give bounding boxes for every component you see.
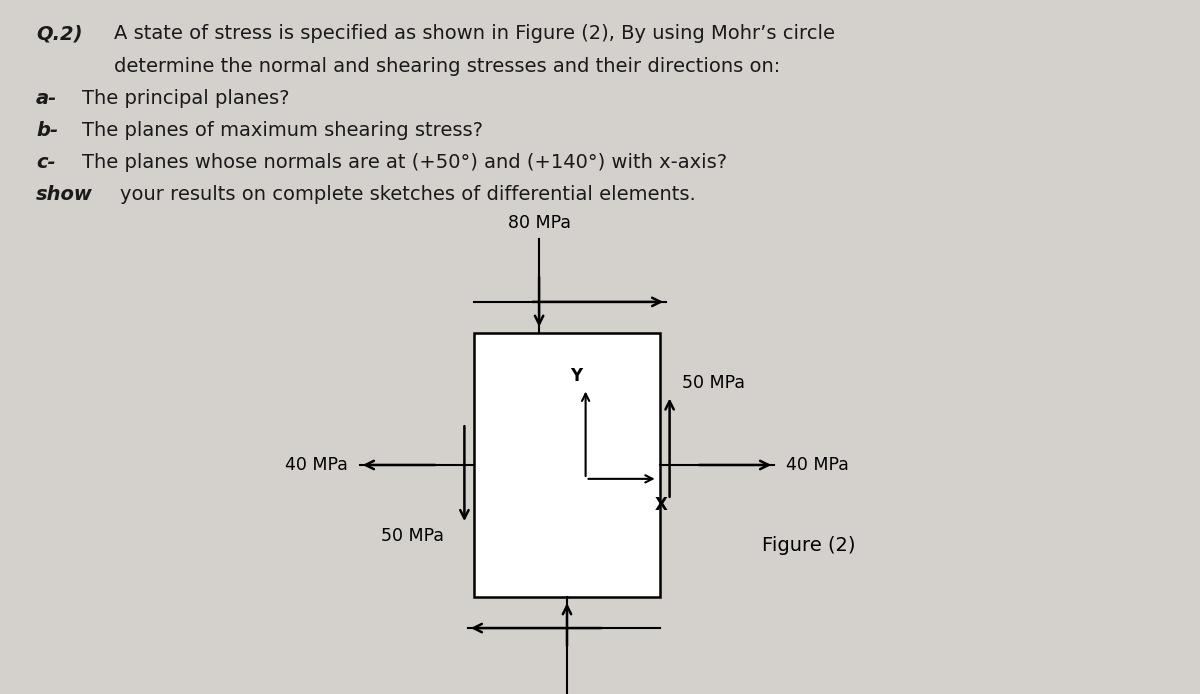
Text: Q.2): Q.2) (36, 24, 83, 43)
Text: The principal planes?: The principal planes? (82, 89, 289, 108)
Text: Figure (2): Figure (2) (762, 536, 856, 555)
Text: Y: Y (570, 367, 582, 385)
Text: c-: c- (36, 153, 55, 171)
Text: 50 MPa: 50 MPa (682, 374, 744, 392)
Text: your results on complete sketches of differential elements.: your results on complete sketches of dif… (120, 185, 696, 203)
Text: A state of stress is specified as shown in Figure (2), By using Mohr’s circle: A state of stress is specified as shown … (114, 24, 835, 43)
Text: determine the normal and shearing stresses and their directions on:: determine the normal and shearing stress… (114, 57, 780, 76)
Bar (474, 333, 660, 597)
Text: 50 MPa: 50 MPa (382, 527, 444, 545)
Text: 40 MPa: 40 MPa (286, 456, 348, 474)
Text: 40 MPa: 40 MPa (786, 456, 848, 474)
Text: show: show (36, 185, 92, 203)
Text: 80 MPa: 80 MPa (508, 214, 571, 232)
Text: The planes whose normals are at (+50°) and (+140°) with x-axis?: The planes whose normals are at (+50°) a… (82, 153, 727, 171)
Text: b-: b- (36, 121, 58, 139)
Text: The planes of maximum shearing stress?: The planes of maximum shearing stress? (82, 121, 482, 139)
Text: X: X (655, 496, 667, 514)
Text: a-: a- (36, 89, 58, 108)
